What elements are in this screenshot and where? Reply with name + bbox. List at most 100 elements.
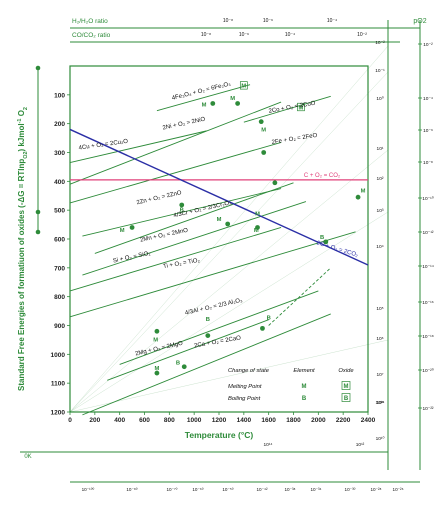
phase-point	[181, 364, 187, 370]
bottom-row2-tick: 10⁻¹⁰⁰	[82, 487, 95, 492]
phase-point	[205, 333, 211, 338]
y-tick-label: 100	[54, 92, 65, 99]
legend-row-label: Melting Point	[228, 384, 262, 390]
bottom-row1-tick: 10¹²	[356, 442, 365, 448]
ratio-tick-label: 10⁶	[376, 336, 383, 342]
phase-marker: B	[320, 235, 324, 241]
legend-title-oxide: Oxide	[338, 368, 354, 374]
ratio-tick-label: 10⁴	[376, 244, 383, 250]
y-axis-label-part: O	[17, 110, 26, 118]
y-tick-label: 500	[54, 208, 65, 215]
x-tick-label: 2400	[361, 417, 376, 424]
bottom-row2-tick: 10⁻⁸⁰	[126, 487, 137, 492]
po2-tick-label: 10⁻¹⁶	[422, 300, 433, 306]
po2-tick-label: 10⁻⁶	[423, 128, 433, 134]
phase-point	[235, 101, 241, 106]
bottom-row2-tick: 10⁻²⁸	[370, 487, 381, 492]
phase-marker: B	[176, 360, 180, 366]
y-tick-label: 700	[54, 265, 65, 272]
reaction-label: Si + O₂ = SiO₂	[112, 251, 151, 265]
series-line	[82, 188, 282, 237]
po2-tick-label: 10⁻⁴	[423, 96, 433, 102]
x-tick-label: 1000	[187, 417, 202, 424]
x-tick-label: 200	[89, 417, 100, 424]
po2-tick-label: 10⁻¹⁴	[422, 264, 434, 270]
phase-marker: B	[206, 317, 210, 323]
reaction-label: 2Ca + O₂ = 2CaO	[194, 335, 242, 349]
legend-element-marker: M	[302, 384, 307, 390]
ratio-tick-label: 10⁰	[376, 96, 383, 102]
reaction-label: 2Ni + O₂ = 2NiO	[162, 117, 206, 132]
phase-point	[154, 328, 160, 334]
series-line	[69, 101, 282, 185]
reaction-label: Ti + O₂ = TiO₂	[163, 258, 201, 270]
reaction-label: 2Co + O₂ = 2CoO	[268, 101, 316, 115]
po2-tick-label: 10⁻⁸	[423, 160, 433, 166]
phase-point	[179, 202, 185, 208]
bottom-row2-tick: 10⁻³⁸	[284, 487, 295, 492]
phase-marker: M	[255, 211, 260, 217]
phase-marker: M	[254, 228, 259, 234]
phase-marker: M	[217, 217, 222, 223]
reaction-label: 4/3Al + O₂ = 2/3 Al₂O₃	[184, 298, 243, 317]
phase-point	[225, 221, 231, 227]
h2-ratio-label: H₂/H₂O ratio	[72, 18, 108, 25]
y-tick-label: 900	[54, 323, 65, 330]
h2-tick-label: 10⁻⁸	[223, 18, 233, 24]
phase-marker: M	[261, 128, 266, 134]
co-ratio-label: CO/CO₂ ratio	[72, 32, 111, 39]
phase-marker: M	[361, 188, 366, 194]
po2-label: pO2	[413, 18, 426, 25]
left-marker-dot	[35, 229, 41, 235]
phase-point	[129, 225, 135, 230]
ratio-tick-label: 10²	[377, 176, 384, 182]
zero-k-label: 0K	[24, 454, 31, 460]
x-axis-label: Temperature (°C)	[185, 430, 254, 440]
series-line	[69, 130, 207, 164]
series-line	[69, 227, 282, 292]
y-tick-label: 1200	[51, 410, 66, 417]
ratio-tick-label: 10³	[377, 208, 384, 214]
y-tick-label: 800	[54, 294, 65, 301]
ratio-tick-label: 10⁸	[376, 400, 383, 406]
po2-tick-label: 10⁻²	[423, 42, 433, 48]
series-line	[82, 313, 331, 416]
nomogram-guide	[69, 45, 389, 413]
co-tick-label: 10⁻²	[357, 32, 367, 38]
y-axis-label: Standard Free Energies of formatiuon of …	[17, 107, 29, 391]
phase-point	[272, 180, 278, 186]
legend-oxide-marker: B	[344, 396, 349, 402]
co-tick-label: 10⁻⁸	[201, 32, 211, 38]
ratio-tick-label: 10¹⁰	[376, 436, 385, 442]
phase-point	[154, 370, 160, 376]
phase-point	[210, 101, 216, 106]
series-line	[82, 201, 307, 276]
phase-marker: M	[241, 84, 246, 90]
series-line	[94, 182, 294, 254]
reaction-label: 2Fe + O₂ = 2FeO	[271, 133, 318, 146]
marker-box	[239, 81, 248, 90]
y-axis-label-part: Standard Free Energies of formatiuon of …	[17, 159, 26, 391]
y-tick-label: 600	[54, 237, 65, 244]
x-tick-label: 400	[114, 417, 125, 424]
series-line	[156, 84, 251, 112]
y-axis-label-part: 2	[23, 107, 29, 110]
bottom-row2-tick: 10⁻⁴²	[256, 487, 268, 492]
y-axis-label-part: O2	[23, 151, 29, 158]
nomogram-guide	[69, 211, 389, 413]
nomogram-guide	[69, 339, 389, 413]
po2-tick-label: 10⁻¹²	[422, 230, 433, 236]
reaction-label: 2C + O₂ = 2CO₂	[316, 240, 360, 259]
x-tick-label: 1800	[286, 417, 301, 424]
po2-tick-label: 10⁻²⁰	[422, 368, 433, 374]
reaction-label: 4Cu + O₂ = 2Cu₂O	[78, 139, 128, 152]
co-tick-label: 10⁻⁶	[239, 32, 249, 38]
series-line	[69, 128, 369, 266]
phase-marker: M	[154, 366, 159, 372]
ratio-extra-tick: 10¹⁴	[376, 400, 385, 406]
phase-marker: M	[120, 228, 125, 234]
reaction-label: 2Mg + O₂ = 2MgO	[135, 341, 184, 358]
phase-point	[261, 150, 267, 155]
